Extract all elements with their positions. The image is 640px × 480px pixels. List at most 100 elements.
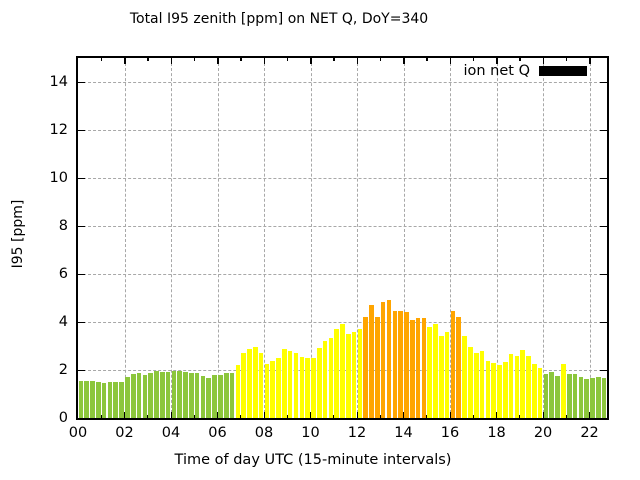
axis-tick bbox=[496, 412, 498, 418]
bar bbox=[508, 353, 514, 418]
axis-tick bbox=[124, 58, 126, 64]
x-tick-label: 18 bbox=[487, 425, 506, 441]
bar bbox=[101, 383, 107, 418]
x-tick-label: 10 bbox=[301, 425, 320, 441]
y-tick-label: 2 bbox=[58, 362, 68, 378]
grid-line-x bbox=[124, 58, 126, 418]
bar bbox=[473, 352, 479, 418]
grid-line-y bbox=[78, 82, 607, 83]
axis-tick bbox=[403, 412, 405, 418]
bar bbox=[328, 337, 334, 418]
axis-tick bbox=[356, 412, 359, 418]
bar bbox=[532, 364, 537, 418]
bar bbox=[479, 350, 485, 418]
bar bbox=[159, 371, 165, 418]
bar bbox=[346, 333, 351, 418]
bar bbox=[90, 380, 95, 418]
axis-tick bbox=[519, 415, 521, 418]
bar bbox=[590, 378, 595, 418]
bar bbox=[270, 361, 276, 418]
axis-tick bbox=[600, 225, 607, 227]
bar bbox=[450, 311, 456, 418]
bar bbox=[462, 336, 467, 418]
bar bbox=[363, 316, 369, 418]
bar bbox=[497, 364, 502, 418]
grid-line-x bbox=[217, 58, 219, 418]
bar bbox=[218, 374, 223, 418]
bar bbox=[229, 372, 235, 418]
axis-tick bbox=[449, 58, 452, 64]
bar bbox=[299, 356, 305, 418]
bar bbox=[398, 311, 403, 418]
x-tick-label: 12 bbox=[347, 425, 367, 441]
bar bbox=[502, 362, 508, 418]
bar bbox=[212, 375, 217, 418]
bar bbox=[404, 312, 409, 418]
bar bbox=[485, 361, 491, 418]
bar bbox=[543, 373, 549, 418]
axis-tick bbox=[193, 58, 196, 61]
bar bbox=[514, 355, 520, 418]
bar bbox=[235, 365, 241, 418]
legend-label: ion net Q bbox=[463, 63, 530, 79]
axis-tick bbox=[333, 58, 335, 61]
grid-line-y bbox=[78, 178, 607, 179]
axis-tick bbox=[472, 415, 475, 418]
axis-tick bbox=[286, 415, 289, 418]
axis-tick bbox=[310, 58, 312, 64]
bar bbox=[223, 373, 229, 418]
bar bbox=[113, 382, 119, 418]
axis-tick bbox=[193, 415, 196, 418]
x-axis-label: Time of day UTC (15-minute intervals) bbox=[174, 452, 452, 468]
bar bbox=[334, 328, 339, 418]
axis-tick bbox=[600, 369, 607, 371]
axis-tick bbox=[78, 273, 85, 275]
bar bbox=[572, 374, 578, 418]
chart-title: Total I95 zenith [ppm] on NET Q, DoY=340 bbox=[129, 11, 429, 27]
axis-tick bbox=[240, 58, 242, 61]
axis-tick bbox=[600, 129, 607, 131]
bar bbox=[578, 377, 584, 418]
grid-line-y bbox=[78, 130, 607, 131]
bar bbox=[142, 375, 148, 418]
bar bbox=[526, 356, 531, 418]
x-tick-label: 08 bbox=[254, 425, 274, 441]
axis-tick bbox=[217, 412, 219, 418]
axis-tick bbox=[263, 412, 266, 418]
axis-tick bbox=[310, 412, 312, 418]
grid-line-x bbox=[357, 58, 359, 418]
axis-tick bbox=[286, 58, 289, 61]
bar bbox=[78, 380, 84, 418]
bar bbox=[119, 382, 124, 418]
bar bbox=[566, 373, 572, 418]
axis-tick bbox=[333, 415, 335, 418]
bar bbox=[340, 323, 345, 418]
x-tick-label: 00 bbox=[68, 425, 88, 441]
axis-tick bbox=[78, 369, 85, 371]
axis-tick bbox=[426, 415, 428, 418]
axis-tick bbox=[147, 58, 149, 61]
axis-tick bbox=[589, 412, 591, 418]
bar bbox=[200, 376, 206, 418]
bar bbox=[380, 301, 386, 418]
axis-tick bbox=[403, 58, 405, 64]
y-tick-label: 14 bbox=[49, 74, 68, 90]
grid-line-x bbox=[310, 58, 312, 418]
axis-tick bbox=[240, 415, 242, 418]
axis-tick bbox=[78, 321, 85, 323]
x-tick-label: 06 bbox=[208, 425, 227, 441]
bar bbox=[375, 316, 380, 418]
bar bbox=[322, 340, 328, 418]
bar bbox=[537, 368, 543, 418]
axis-tick bbox=[100, 415, 103, 418]
axis-tick bbox=[472, 58, 475, 61]
bar bbox=[444, 332, 450, 418]
bar bbox=[386, 299, 392, 418]
bar bbox=[468, 347, 473, 418]
bar bbox=[351, 332, 357, 418]
grid-line-x bbox=[171, 58, 172, 418]
axis-tick bbox=[263, 58, 266, 64]
x-tick-label: 22 bbox=[580, 425, 599, 441]
bar bbox=[189, 372, 194, 418]
axis-tick bbox=[449, 412, 452, 418]
